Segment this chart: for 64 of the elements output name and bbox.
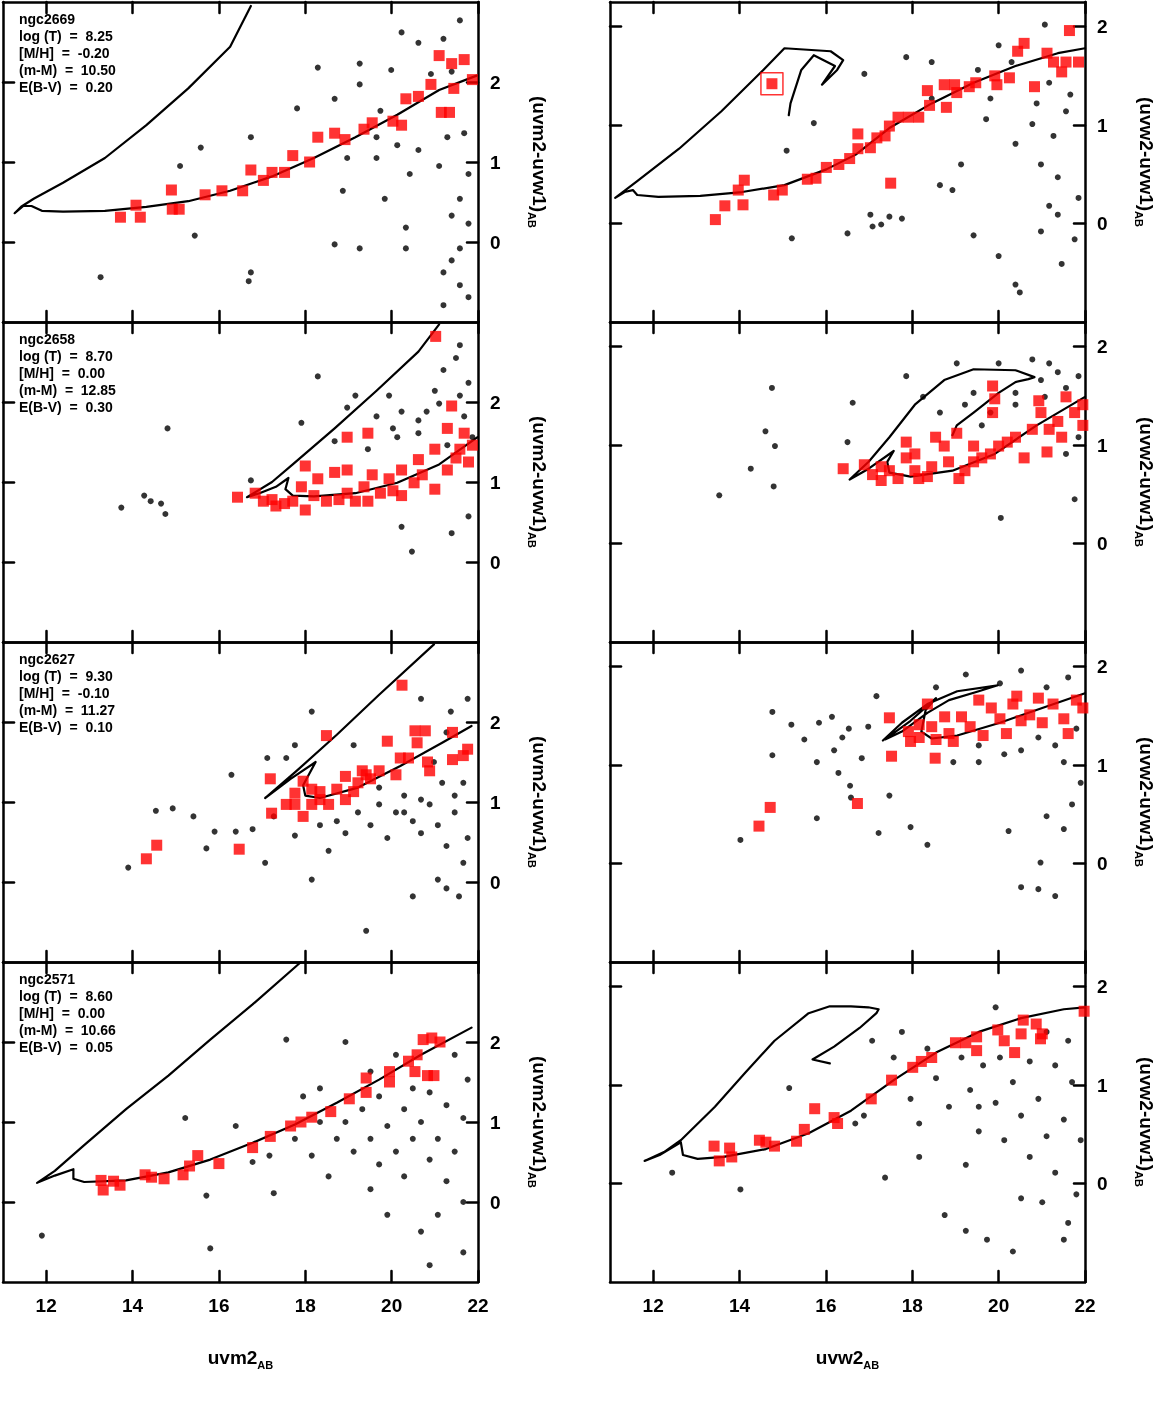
y-tick-label: 2 xyxy=(490,391,501,413)
y-tick-label: 1 xyxy=(490,1111,501,1133)
y-tick-label: 0 xyxy=(1097,1173,1108,1195)
x-tick-label: 18 xyxy=(901,1295,923,1316)
y-axis-title: (uvm2-uvw1)AB xyxy=(525,95,550,229)
y-tick-label: 0 xyxy=(1097,853,1108,875)
y-axis-title: (uvm2-uvw1)AB xyxy=(525,735,550,869)
x-tick-label: 22 xyxy=(1074,1295,1096,1316)
annotation: log (T) = 9.30 xyxy=(19,668,113,684)
annotation: [M/H] = 0.00 xyxy=(19,1005,106,1021)
y-tick-label: 0 xyxy=(1097,213,1108,235)
y-tick-label: 2 xyxy=(1097,656,1108,678)
y-tick-label: 1 xyxy=(490,471,501,493)
annotation: E(B-V) = 0.05 xyxy=(19,1039,113,1055)
y-tick-label: 0 xyxy=(490,871,501,893)
y-tick-label: 0 xyxy=(490,231,501,253)
y-tick-label: 1 xyxy=(1097,114,1108,136)
x-tick-label: 16 xyxy=(208,1295,230,1316)
x-tick-label: 22 xyxy=(467,1295,489,1316)
x-tick-label: 12 xyxy=(35,1295,57,1316)
annotation: log (T) = 8.25 xyxy=(19,28,113,44)
annotation: [M/H] = 0.00 xyxy=(19,365,106,381)
annotation: ngc2669 xyxy=(19,11,76,27)
y-axis-title: (uvm2-uvw1)AB xyxy=(525,415,550,549)
y-tick-label: 0 xyxy=(1097,533,1108,555)
y-axis-title: (uvw2-uvw1)AB xyxy=(1132,1057,1157,1188)
annotation: [M/H] = -0.10 xyxy=(19,685,110,701)
y-axis-title: (uvm2-uvw1)AB xyxy=(525,1055,550,1189)
x-tick-label: 12 xyxy=(642,1295,664,1316)
x-tick-label: 16 xyxy=(815,1295,837,1316)
annotation: log (T) = 8.70 xyxy=(19,348,113,364)
x-tick-label: 14 xyxy=(728,1295,751,1316)
y-tick-label: 2 xyxy=(1097,336,1108,358)
x-tick-label: 20 xyxy=(988,1295,1010,1316)
y-axis-title: (uvw2-uvw1)AB xyxy=(1132,97,1157,228)
y-tick-label: 1 xyxy=(1097,434,1108,456)
x-tick-label: 14 xyxy=(121,1295,144,1316)
annotation: E(B-V) = 0.30 xyxy=(19,399,113,415)
annotation: [M/H] = -0.20 xyxy=(19,45,110,61)
annotation: ngc2627 xyxy=(19,651,76,667)
y-tick-label: 0 xyxy=(490,551,501,573)
x-tick-label: 18 xyxy=(294,1295,316,1316)
y-tick-label: 2 xyxy=(1097,976,1108,998)
y-tick-label: 1 xyxy=(1097,754,1108,776)
annotation: E(B-V) = 0.10 xyxy=(19,719,113,735)
y-axis-title: (uvw2-uvw1)AB xyxy=(1132,737,1157,868)
annotation: log (T) = 8.60 xyxy=(19,988,113,1004)
annotation: ngc2571 xyxy=(19,971,76,987)
y-tick-label: 1 xyxy=(490,791,501,813)
annotation: ngc2658 xyxy=(19,331,76,347)
annotation: E(B-V) = 0.20 xyxy=(19,79,113,95)
y-tick-label: 2 xyxy=(490,71,501,93)
y-axis-title: (uvw2-uvw1)AB xyxy=(1132,417,1157,548)
y-tick-label: 1 xyxy=(1097,1074,1108,1096)
annotation: (m-M) = 10.66 xyxy=(19,1022,117,1038)
y-tick-label: 0 xyxy=(490,1191,501,1213)
annotation: (m-M) = 12.85 xyxy=(19,382,117,398)
y-tick-label: 2 xyxy=(490,1031,501,1053)
annotation: (m-M) = 10.50 xyxy=(19,62,117,78)
y-tick-label: 2 xyxy=(490,711,501,733)
y-tick-label: 1 xyxy=(490,151,501,173)
annotation: (m-M) = 11.27 xyxy=(19,702,116,718)
y-tick-label: 2 xyxy=(1097,16,1108,38)
x-tick-label: 20 xyxy=(381,1295,403,1316)
